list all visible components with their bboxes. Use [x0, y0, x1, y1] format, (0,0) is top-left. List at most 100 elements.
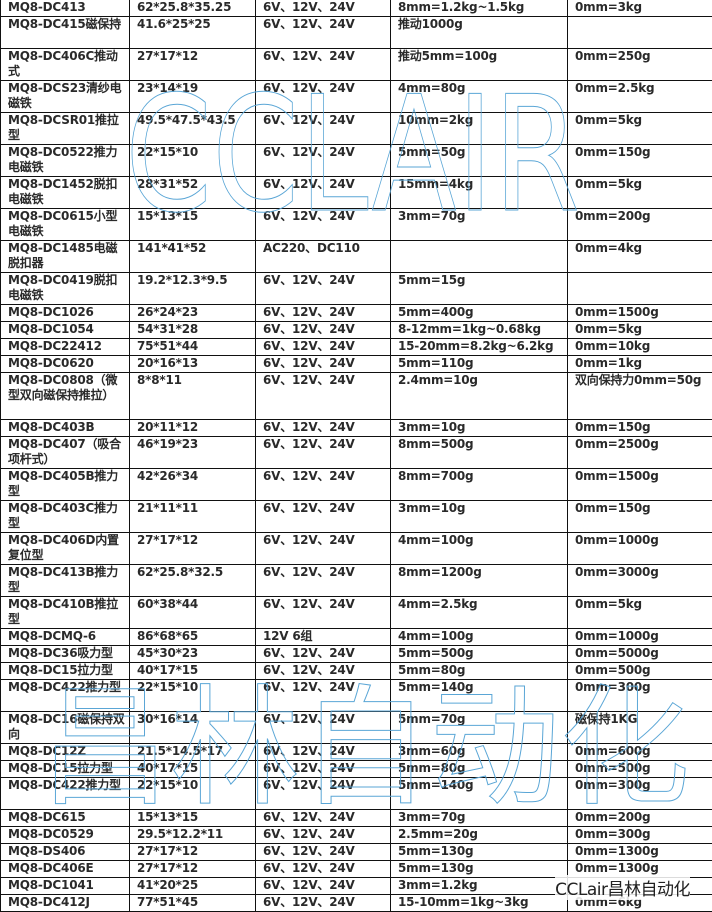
stroke-force-cell: 5mm=15g [390, 272, 568, 305]
voltage-cell: 6V、12V、24V [255, 777, 391, 810]
holding-force-cell: 0mm=3000g [567, 564, 712, 597]
dimensions-cell: 41.6*25*25 [129, 16, 256, 49]
dimensions-cell: 28*31*52 [129, 176, 256, 209]
stroke-force-cell: 3mm=70g [390, 208, 568, 241]
table-row: MQ8-DC410B推拉型 60*38*44 6V、12V、24V 4mm=2.5kg… [0, 596, 712, 629]
table-row: MQ8-DC422推力型 22*15*10 6V、12V、24V 5mm=140g 0m… [0, 679, 712, 712]
model-cell: MQ8-DC405B推力型 [0, 468, 130, 501]
voltage-cell: 6V、12V、24V [255, 80, 391, 113]
voltage-cell: 6V、12V、24V [255, 355, 391, 373]
voltage-cell: 6V、12V、24V [255, 468, 391, 501]
table-row: MQ8-DC0522推力电磁铁 22*15*10 6V、12V、24V 5mm=50g… [0, 144, 712, 177]
dimensions-cell: 20*16*13 [129, 355, 256, 373]
stroke-force-cell: 5mm=130g [390, 843, 568, 861]
table-row: MQ8-DC403B 20*11*12 6V、12V、24V 3mm=10g 0mm=1… [0, 419, 712, 437]
dimensions-cell: 41*20*25 [129, 877, 256, 895]
voltage-cell: 6V、12V、24V [255, 436, 391, 469]
dimensions-cell: 62*25.8*32.5 [129, 564, 256, 597]
model-cell: MQ8-DC413 [0, 0, 130, 17]
holding-force-cell: 0mm=5000g [567, 645, 712, 663]
stroke-force-cell: 8-12mm=1kg~0.68kg [390, 321, 568, 339]
stroke-force-cell: 8mm=1200g [390, 564, 568, 597]
dimensions-cell: 49.5*47.5*43.5 [129, 112, 256, 145]
voltage-cell: 6V、12V、24V [255, 208, 391, 241]
table-row: MQ8-DCMQ-6 86*68*65 12V 6组 4mm=100g 0mm=1000… [0, 628, 712, 646]
holding-force-cell: 0mm=2.5kg [567, 80, 712, 113]
stroke-force-cell: 5mm=130g [390, 860, 568, 878]
holding-force-cell: 0mm=600g [567, 743, 712, 761]
stroke-force-cell: 3mm=70g [390, 809, 568, 827]
holding-force-cell: 0mm=300g [567, 826, 712, 844]
model-cell: MQ8-DC15拉力型 [0, 662, 130, 680]
holding-force-cell [567, 16, 712, 49]
dimensions-cell: 40*17*15 [129, 760, 256, 778]
holding-force-cell: 0mm=150g [567, 500, 712, 533]
table-row: MQ8-DC0620 20*16*13 6V、12V、24V 5mm=110g 0mm=… [0, 355, 712, 373]
model-cell: MQ8-DC0522推力电磁铁 [0, 144, 130, 177]
model-cell: MQ8-DC615 [0, 809, 130, 827]
model-cell: MQ8-DS406 [0, 843, 130, 861]
holding-force-cell: 0mm=500g [567, 760, 712, 778]
voltage-cell: 6V、12V、24V [255, 645, 391, 663]
stroke-force-cell: 5mm=110g [390, 355, 568, 373]
stroke-force-cell: 5mm=80g [390, 760, 568, 778]
stroke-force-cell: 8mm=1.2kg~1.5kg [390, 0, 568, 17]
model-cell: MQ8-DC413B推力型 [0, 564, 130, 597]
stroke-force-cell: 2.5mm=20g [390, 826, 568, 844]
holding-force-cell: 0mm=5kg [567, 321, 712, 339]
dimensions-cell: 19.2*12.3*9.5 [129, 272, 256, 305]
model-cell: MQ8-DC412J [0, 894, 130, 912]
dimensions-cell: 77*51*45 [129, 894, 256, 912]
holding-force-cell: 0mm=5kg [567, 112, 712, 145]
dimensions-cell: 75*51*44 [129, 338, 256, 356]
dimensions-cell: 46*19*23 [129, 436, 256, 469]
voltage-cell: 6V、12V、24V [255, 860, 391, 878]
table-row: MQ8-DC0419脱扣电磁铁 19.2*12.3*9.5 6V、12V、24V 5m… [0, 272, 712, 305]
holding-force-cell: 0mm=150g [567, 419, 712, 437]
stroke-force-cell: 15mm=4kg [390, 176, 568, 209]
holding-force-cell: 0mm=250g [567, 48, 712, 81]
stroke-force-cell: 3mm=10g [390, 419, 568, 437]
voltage-cell: 6V、12V、24V [255, 112, 391, 145]
stroke-force-cell: 5mm=70g [390, 711, 568, 744]
table-row: MQ8-DC1026 26*24*23 6V、12V、24V 5mm=400g 0mm=… [0, 304, 712, 322]
dimensions-cell: 40*17*15 [129, 662, 256, 680]
model-cell: MQ8-DC0808（微型双向磁保持推拉） [0, 372, 130, 420]
table-row: MQ8-DC615 15*13*15 6V、12V、24V 3mm=70g 0mm=20… [0, 809, 712, 827]
stroke-force-cell: 2.4mm=10g [390, 372, 568, 420]
stroke-force-cell: 10mm=2kg [390, 112, 568, 145]
model-cell: MQ8-DC1485电磁脱扣器 [0, 240, 130, 273]
holding-force-cell: 0mm=1300g [567, 860, 712, 878]
voltage-cell: 6V、12V、24V [255, 743, 391, 761]
dimensions-cell: 22*15*10 [129, 777, 256, 810]
table-row: MQ8-DCS23清纱电磁铁 23*14*19 6V、12V、24V 4mm=80g 0… [0, 80, 712, 113]
model-cell: MQ8-DCSR01推拉型 [0, 112, 130, 145]
stroke-force-cell: 4mm=100g [390, 628, 568, 646]
model-cell: MQ8-DC1041 [0, 877, 130, 895]
stroke-force-cell: 5mm=140g [390, 679, 568, 712]
table-row: MQ8-DCSR01推拉型 49.5*47.5*43.5 6V、12V、24V 10m… [0, 112, 712, 145]
model-cell: MQ8-DC406D内置复位型 [0, 532, 130, 565]
voltage-cell: 6V、12V、24V [255, 826, 391, 844]
model-cell: MQ8-DC12Z [0, 743, 130, 761]
table-row: MQ8-DC1485电磁脱扣器 141*41*52 AC220、DC110 0mm=4… [0, 240, 712, 273]
holding-force-cell: 0mm=1kg [567, 355, 712, 373]
voltage-cell: 6V、12V、24V [255, 338, 391, 356]
voltage-cell: 6V、12V、24V [255, 894, 391, 912]
dimensions-cell: 20*11*12 [129, 419, 256, 437]
stroke-force-cell: 3mm=60g [390, 743, 568, 761]
holding-force-cell: 0mm=3kg [567, 0, 712, 17]
voltage-cell: AC220、DC110 [255, 240, 391, 273]
table-row: MQ8-DC1452脱扣电磁铁 28*31*52 6V、12V、24V 15mm=4k… [0, 176, 712, 209]
corner-watermark: CCLair昌林自动化 [555, 875, 690, 900]
dimensions-cell: 29.5*12.2*11 [129, 826, 256, 844]
model-cell: MQ8-DC22412 [0, 338, 130, 356]
model-cell: MQ8-DC0529 [0, 826, 130, 844]
table-row: MQ8-DS406 27*17*12 6V、12V、24V 5mm=130g 0mm=1… [0, 843, 712, 861]
dimensions-cell: 54*31*28 [129, 321, 256, 339]
table-row: MQ8-DC16磁保持双向 30*16*14 6V、12V、24V 5mm=70g 磁保… [0, 711, 712, 744]
stroke-force-cell: 5mm=140g [390, 777, 568, 810]
table-row: MQ8-DC415磁保持 41.6*25*25 6V、12V、24V 推动1000g [0, 16, 712, 49]
